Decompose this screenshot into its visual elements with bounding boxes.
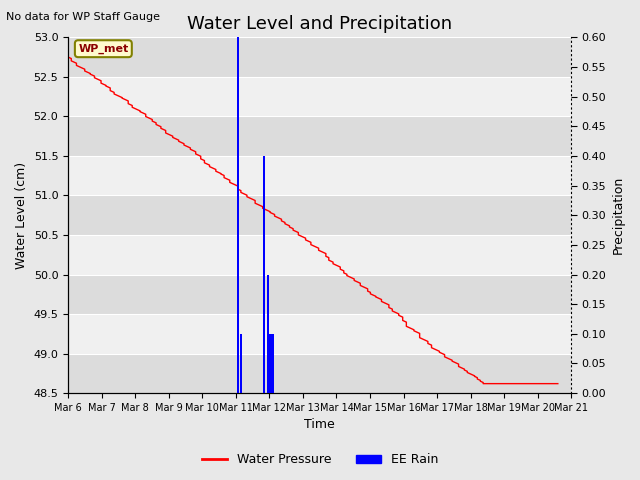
X-axis label: Time: Time bbox=[305, 419, 335, 432]
Bar bbox=[273, 334, 275, 393]
Bar bbox=[270, 334, 272, 393]
Bar bbox=[68, 314, 572, 354]
Bar bbox=[268, 334, 271, 393]
Bar bbox=[68, 156, 572, 195]
Bar bbox=[68, 116, 572, 156]
Title: Water Level and Precipitation: Water Level and Precipitation bbox=[187, 15, 452, 33]
Bar bbox=[240, 334, 242, 393]
Bar bbox=[264, 156, 266, 393]
Text: No data for WP Staff Gauge: No data for WP Staff Gauge bbox=[6, 12, 161, 22]
Bar bbox=[68, 37, 572, 77]
Bar bbox=[68, 235, 572, 275]
Text: WP_met: WP_met bbox=[78, 44, 129, 54]
Y-axis label: Precipitation: Precipitation bbox=[612, 176, 625, 254]
Bar bbox=[68, 275, 572, 314]
Legend: Water Pressure, EE Rain: Water Pressure, EE Rain bbox=[196, 448, 444, 471]
Bar bbox=[68, 354, 572, 393]
Bar bbox=[68, 77, 572, 116]
Bar bbox=[68, 195, 572, 235]
Bar bbox=[267, 275, 269, 393]
Bar bbox=[237, 37, 239, 393]
Y-axis label: Water Level (cm): Water Level (cm) bbox=[15, 162, 28, 269]
